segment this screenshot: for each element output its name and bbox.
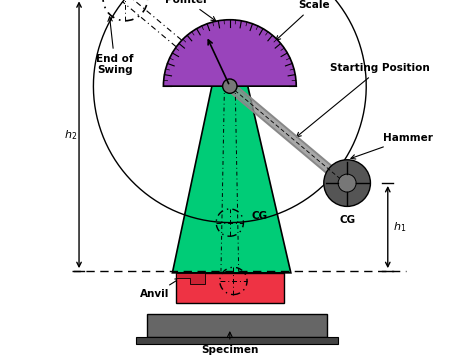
Text: Anvil: Anvil (140, 279, 180, 299)
Text: Scale: Scale (276, 0, 329, 40)
Polygon shape (176, 273, 205, 284)
Text: $h_2$: $h_2$ (64, 128, 77, 142)
Circle shape (338, 174, 356, 192)
Bar (176, 273, 283, 303)
Text: End of
Swing: End of Swing (96, 17, 134, 75)
Circle shape (324, 160, 371, 206)
Bar (147, 314, 327, 337)
Text: $h_1$: $h_1$ (393, 220, 406, 234)
Circle shape (223, 79, 237, 93)
Text: Starting Position: Starting Position (296, 63, 430, 137)
Text: Pointer: Pointer (165, 0, 216, 21)
Text: CG: CG (251, 211, 267, 221)
Polygon shape (173, 86, 291, 273)
Text: Specimen: Specimen (201, 332, 258, 355)
Bar (137, 337, 337, 344)
Text: Hammer: Hammer (351, 133, 433, 159)
Text: CG: CG (339, 215, 355, 225)
Wedge shape (164, 20, 296, 86)
